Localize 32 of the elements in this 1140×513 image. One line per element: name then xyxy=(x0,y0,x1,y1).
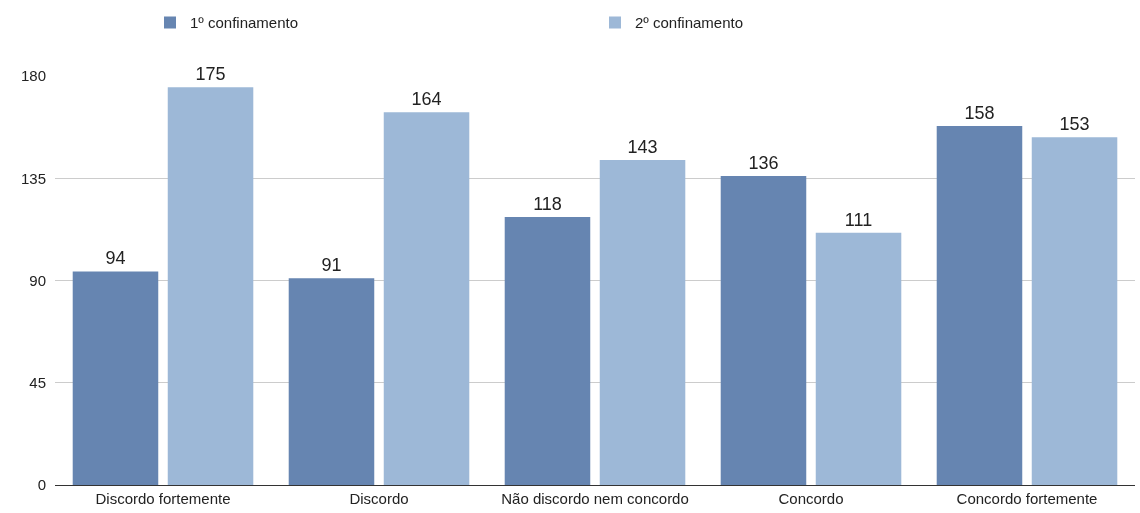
x-tick-label: Concordo fortemente xyxy=(956,490,1098,507)
x-tick-label: Concordo xyxy=(778,490,844,507)
bar xyxy=(383,112,470,485)
y-tick-label: 90 xyxy=(29,271,46,289)
y-tick-label: 0 xyxy=(37,476,46,494)
data-label: 111 xyxy=(844,209,873,230)
legend-label: 1º confinamento xyxy=(190,14,299,32)
data-label: 153 xyxy=(1059,114,1090,135)
legend-label: 2º confinamento xyxy=(635,14,744,32)
data-label: 91 xyxy=(321,255,342,276)
bar xyxy=(815,232,902,485)
bar xyxy=(504,216,591,485)
bar xyxy=(288,278,375,485)
y-tick-label: 180 xyxy=(20,67,46,85)
data-label: 143 xyxy=(627,137,658,158)
data-label: 94 xyxy=(105,248,126,269)
x-tick-label: Não discordo nem concordo xyxy=(501,490,689,507)
x-tick-label: Discordo fortemente xyxy=(95,490,231,507)
bar xyxy=(1031,137,1118,485)
bar xyxy=(936,125,1023,485)
y-tick-label: 135 xyxy=(20,169,46,187)
y-tick-label: 45 xyxy=(29,374,46,391)
data-label: 158 xyxy=(964,102,995,123)
data-label: 136 xyxy=(748,152,779,173)
bar xyxy=(720,175,807,485)
data-label: 175 xyxy=(195,64,226,85)
bar xyxy=(72,271,159,485)
data-label: 164 xyxy=(411,89,442,110)
x-tick-label: Discordo xyxy=(349,490,409,507)
bar xyxy=(599,160,686,485)
bar xyxy=(167,87,254,485)
data-label: 118 xyxy=(533,193,562,214)
